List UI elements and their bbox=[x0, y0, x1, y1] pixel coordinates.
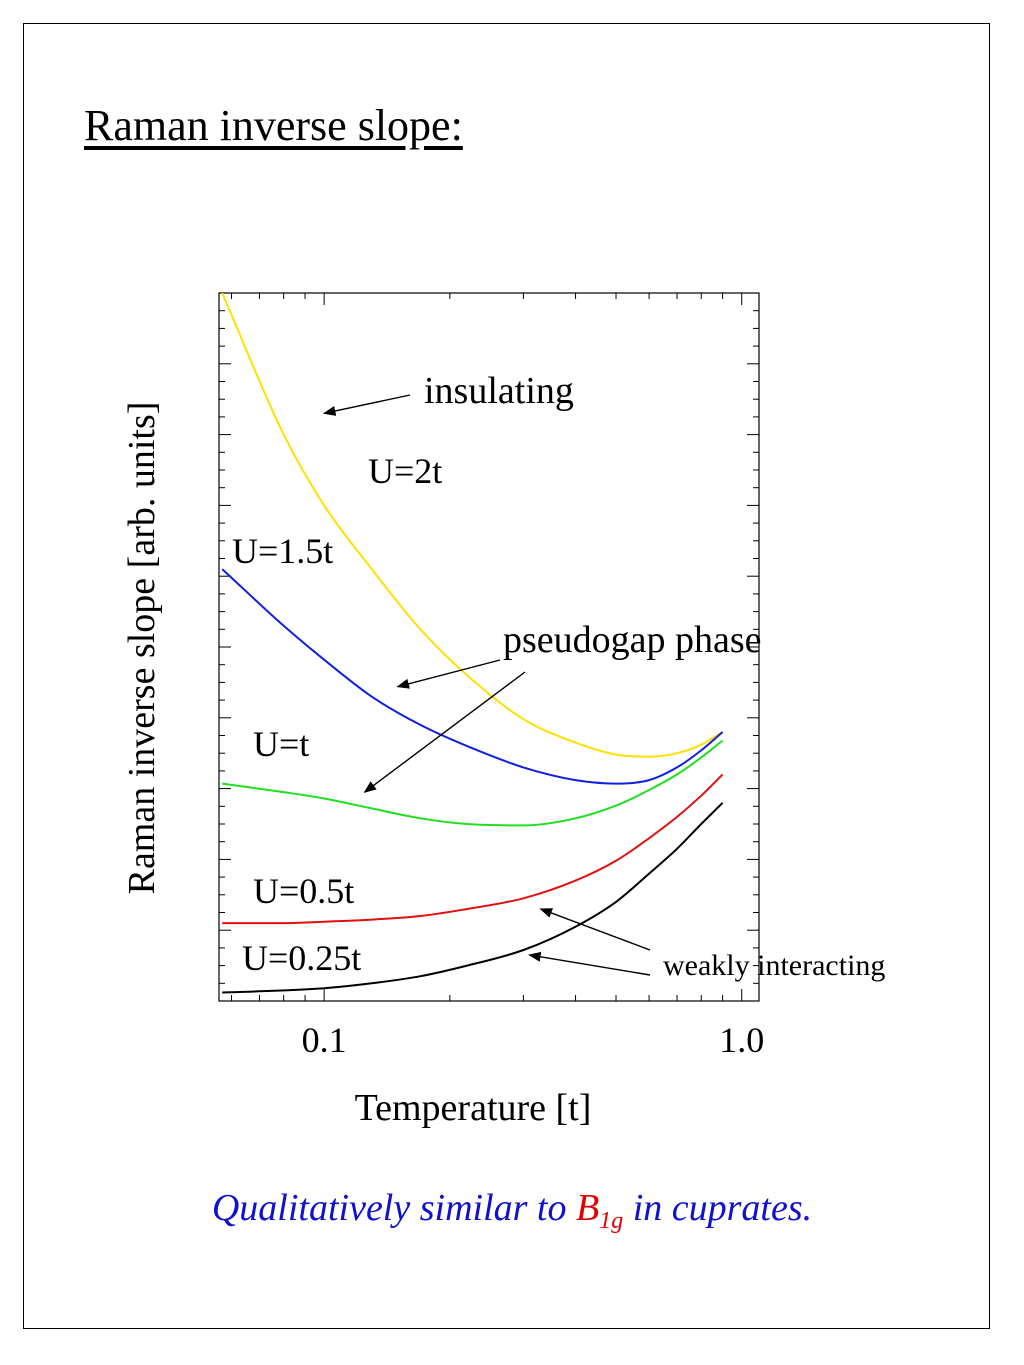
caption-highlight-base: B bbox=[575, 1187, 600, 1229]
y-axis-label: Raman inverse slope [arb. units] bbox=[121, 402, 163, 895]
annotation-label: insulating bbox=[424, 370, 574, 412]
annotation-label: weakly interacting bbox=[663, 949, 885, 982]
annotation-arrow bbox=[363, 671, 526, 793]
series-labels: U=2t U=1.5t U=t U=0.5t U=0.25t bbox=[232, 451, 442, 978]
series-layer bbox=[221, 293, 724, 994]
x-tick-label: 1.0 bbox=[719, 1020, 764, 1060]
series-line bbox=[221, 568, 724, 785]
caption-after: in cuprates. bbox=[623, 1187, 813, 1229]
annotation-arrow bbox=[528, 951, 651, 976]
annotation-arrow bbox=[322, 394, 411, 416]
series-line bbox=[222, 773, 724, 925]
annotations: insulating pseudogap phase weakly interact… bbox=[322, 370, 885, 982]
series-label: U=t bbox=[253, 724, 309, 764]
series-label: U=0.5t bbox=[253, 871, 354, 911]
slide-title: Raman inverse slope: bbox=[84, 101, 463, 150]
caption-before: Qualitatively similar to bbox=[211, 1187, 576, 1229]
series-line bbox=[221, 293, 724, 758]
x-tick-label: 0.1 bbox=[302, 1020, 347, 1060]
slide-frame bbox=[23, 23, 990, 1329]
series-line bbox=[222, 739, 724, 827]
annotation-arrow bbox=[396, 659, 501, 689]
caption: Qualitatively similar to B1g in cuprates… bbox=[0, 1186, 1024, 1235]
axis-ticks: 0.1 1.0 bbox=[219, 292, 764, 1060]
annotation-label: pseudogap phase bbox=[503, 619, 762, 661]
series-label: U=2t bbox=[368, 451, 442, 491]
caption-highlight-sub: 1g bbox=[599, 1208, 624, 1234]
x-axis-label: Temperature [t] bbox=[355, 1087, 592, 1129]
series-label: U=1.5t bbox=[232, 531, 333, 571]
series-label: U=0.25t bbox=[242, 938, 361, 978]
annotation-arrow bbox=[539, 908, 651, 951]
caption-highlight: B1g bbox=[575, 1187, 623, 1234]
series-line bbox=[222, 802, 724, 994]
